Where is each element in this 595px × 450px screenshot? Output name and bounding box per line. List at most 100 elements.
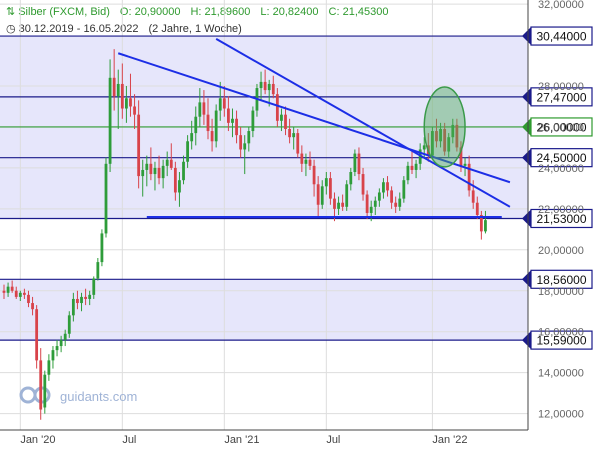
level-label-pointer xyxy=(522,331,531,350)
candle-body-28 xyxy=(116,83,120,97)
candle-body-19 xyxy=(80,296,83,304)
candle-body-15 xyxy=(63,333,67,340)
x-tick-label: Jan '22 xyxy=(432,434,467,446)
candle-body-26 xyxy=(108,77,112,164)
watermark-text: guidants.com xyxy=(60,389,137,404)
candle-body-4 xyxy=(18,292,22,297)
candle-body-106 xyxy=(435,131,438,142)
candle-body-20 xyxy=(84,296,87,299)
candle-body-22 xyxy=(92,278,96,295)
candle-body-14 xyxy=(59,339,63,347)
candle-body-64 xyxy=(263,81,267,91)
level-price-label: 21,53000 xyxy=(522,208,593,229)
candle-body-90 xyxy=(369,206,373,213)
shaded-band-1 xyxy=(0,279,528,341)
clock-icon: ◷ xyxy=(6,23,16,35)
candle-body-113 xyxy=(463,163,467,166)
candle-body-87 xyxy=(357,153,361,175)
level-price-label: 27,47000 xyxy=(522,87,593,107)
candle-body-33 xyxy=(137,114,141,177)
x-tick-label: Jan '21 xyxy=(224,434,259,446)
instrument-header: ⇅ Silber (FXCM, Bid) O: 20,90000 H: 21,8960… xyxy=(6,5,388,18)
trendline-1 xyxy=(215,38,511,208)
candle-body-1 xyxy=(6,286,10,293)
level-price-label: 30,44000 xyxy=(522,26,593,46)
candle-body-46 xyxy=(190,133,194,142)
y-tick-label: 18,00000 xyxy=(538,286,584,298)
candle-body-116 xyxy=(475,202,479,215)
trendline-0 xyxy=(117,52,511,184)
level-label-pointer xyxy=(522,148,531,167)
candle-body-70 xyxy=(288,129,291,138)
candle-body-91 xyxy=(373,200,377,207)
candle-body-103 xyxy=(422,145,426,150)
level-price-label: 15,59000 xyxy=(522,330,593,350)
candle-body-3 xyxy=(14,290,18,297)
high-value: H: 21,89600 xyxy=(190,6,251,18)
candle-body-30 xyxy=(125,98,128,109)
close-value: C: 21,45300 xyxy=(328,6,389,18)
candle-body-32 xyxy=(133,106,136,115)
level-label-box xyxy=(530,117,593,137)
candle-body-100 xyxy=(410,165,414,170)
candle-body-86 xyxy=(353,153,357,172)
level-label-text: 24,50000 xyxy=(536,151,586,165)
candle-body-69 xyxy=(284,114,287,129)
candle-body-96 xyxy=(394,202,398,207)
candle-body-0 xyxy=(2,290,6,293)
candle-body-61 xyxy=(251,110,255,132)
highlight-ellipse xyxy=(423,86,466,168)
low-value: L: 20,82400 xyxy=(260,6,319,18)
level-label-text: 21,53000 xyxy=(536,212,586,226)
level-label-pointer xyxy=(522,117,531,136)
candle-body-54 xyxy=(222,98,226,109)
level-label-box xyxy=(530,26,593,46)
candle-body-111 xyxy=(455,124,459,148)
candle-body-41 xyxy=(169,159,173,168)
y-tick-label: 24,00000 xyxy=(538,163,584,175)
candle-body-9 xyxy=(39,360,43,410)
level-label-text: 30,44000 xyxy=(536,30,586,44)
level-label-box xyxy=(530,148,593,168)
candle-body-89 xyxy=(365,194,369,213)
period-label: (2 Jahre, 1 Woche) xyxy=(148,23,242,35)
x-tick-label: Jul xyxy=(122,434,136,446)
candle-body-97 xyxy=(398,198,402,207)
candle-body-48 xyxy=(198,102,202,117)
candle-body-55 xyxy=(227,108,230,123)
candle-body-13 xyxy=(55,346,59,351)
candle-body-56 xyxy=(231,118,234,123)
candle-body-60 xyxy=(247,131,251,144)
candle-body-115 xyxy=(471,190,475,203)
candle-body-29 xyxy=(120,83,124,109)
candle-body-85 xyxy=(349,172,353,185)
level-label-box xyxy=(530,87,593,107)
instrument-name: Silber (FXCM, Bid) xyxy=(18,6,110,18)
candle-body-72 xyxy=(296,133,300,154)
candle-body-49 xyxy=(202,102,206,115)
candle-body-27 xyxy=(112,77,116,97)
candle-body-73 xyxy=(300,153,304,164)
level-label-pointer xyxy=(522,27,531,46)
candle-body-8 xyxy=(35,309,39,361)
candle-body-42 xyxy=(173,167,177,193)
candle-body-36 xyxy=(149,163,153,175)
candle-body-40 xyxy=(165,159,169,166)
open-value: O: 20,90000 xyxy=(119,6,181,18)
candle-body-105 xyxy=(431,131,434,156)
candle-body-43 xyxy=(178,180,181,193)
candle-body-80 xyxy=(329,178,332,199)
candle-body-59 xyxy=(243,143,247,150)
level-price-label: 18,56000 xyxy=(522,269,593,289)
candle-body-118 xyxy=(484,220,487,232)
candle-body-10 xyxy=(43,374,47,408)
level-label-pointer xyxy=(522,270,531,289)
candlestick-icon: ⇅ xyxy=(6,6,16,18)
candle-body-52 xyxy=(214,110,218,142)
candle-body-57 xyxy=(235,118,238,136)
candle-body-24 xyxy=(100,233,104,263)
x-tick-label: Jan '20 xyxy=(20,434,55,446)
y-tick-label: 16,00000 xyxy=(538,327,584,339)
candle-body-83 xyxy=(341,202,345,207)
